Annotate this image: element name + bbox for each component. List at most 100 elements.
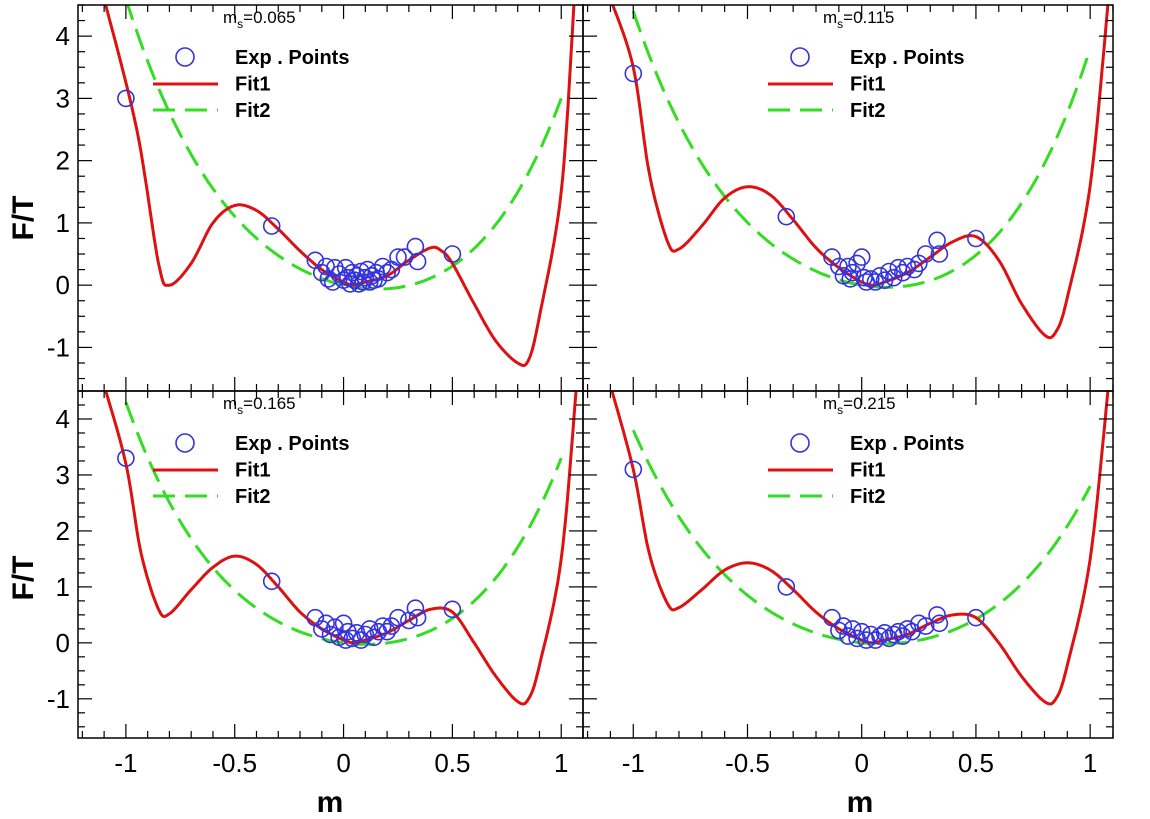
exp-point-2 [777, 578, 796, 596]
legend-label-2: Fit1 [235, 74, 271, 96]
y-tick-label-5: 3 [56, 83, 70, 113]
exp-point-2 [777, 207, 796, 226]
fit2-curve [126, 5, 563, 291]
panel-frame [582, 390, 1114, 739]
plot-area [104, 391, 578, 706]
panel-title: ms=0.165 [223, 394, 296, 417]
exp-point-15 [356, 625, 375, 644]
y-tick-label-1: -1 [47, 332, 70, 362]
exp-point-8 [843, 263, 862, 282]
legend-label-3: Fit2 [850, 100, 886, 122]
x-tick-label-4: 0.5 [958, 748, 994, 778]
legend-exp-marker [175, 433, 195, 453]
exp-point-7 [843, 620, 862, 638]
fit1-curve [104, 391, 578, 706]
panel-frame [582, 4, 1114, 392]
panel-title-sub: s [237, 17, 243, 31]
exp-point-16 [875, 271, 894, 290]
exp-point-3 [823, 248, 841, 266]
exp-point-23 [909, 254, 928, 273]
exp-point-13 [871, 627, 889, 645]
legend: Exp . Points Fit1 Fit2 [153, 47, 349, 122]
exp-point-31 [395, 248, 414, 266]
legend-label-1: Exp . Points [850, 433, 964, 455]
y-tick-label-3: 1 [56, 208, 70, 238]
exp-point-20 [356, 268, 375, 287]
legend-label-3: Fit2 [850, 486, 886, 508]
exp-point-18 [884, 268, 903, 287]
exp-point-5 [317, 257, 335, 276]
panel-2: ms=0.115 Exp . Points Fit1 Fit2 [582, 4, 1114, 392]
exp-point-34 [443, 245, 462, 263]
exp-point-2 [262, 217, 281, 235]
exp-point-26 [443, 600, 462, 619]
legend-exp-marker [790, 433, 810, 453]
fit2-curve [631, 429, 1092, 646]
legend-label-2: Fit1 [850, 460, 886, 482]
exp-point-32 [406, 237, 425, 256]
exp-point-4 [312, 620, 331, 638]
x-tick-label-3: 0 [854, 748, 868, 778]
exp-point-26 [369, 270, 388, 288]
legend-label-3: Fit2 [235, 100, 271, 122]
y-tick-label-1: -1 [47, 684, 70, 714]
panel-title: ms=0.065 [223, 8, 296, 31]
exp-point-24 [916, 245, 935, 263]
panel-title-sub: s [237, 403, 243, 417]
panel-title-value: =0.165 [243, 394, 295, 413]
exp-point-12 [343, 629, 362, 648]
exp-point-9 [330, 265, 349, 283]
panel-1: -1 0 1 2 3 4 ms=0.065 Exp . Points Fit1 Fit2 [47, 4, 584, 392]
x-axis-title-right: m [847, 786, 874, 819]
exp-point-10 [852, 248, 871, 266]
x-tick-label-3: 0 [336, 748, 350, 778]
exp-point-11 [861, 625, 880, 644]
exp-point-7 [326, 618, 344, 637]
exp-point-13 [861, 270, 880, 288]
exp-point-24 [930, 614, 949, 633]
exp-point-5 [834, 617, 853, 635]
fit2-curve [631, 10, 1092, 289]
panel-title-main: m [823, 394, 837, 413]
exp-point-22 [916, 617, 935, 635]
legend-label-2: Fit1 [850, 74, 886, 96]
exp-point-1 [624, 460, 643, 479]
exp-point-6 [839, 257, 857, 276]
x-tick-label-5: 1 [554, 748, 568, 778]
exp-point-2 [262, 572, 281, 591]
exp-point-9 [848, 254, 866, 273]
exp-point-17 [889, 622, 908, 641]
exp-point-9 [852, 622, 871, 641]
exp-point-5 [317, 614, 335, 633]
plot-area [610, 391, 1110, 706]
x-tick-label-4: 0.5 [434, 748, 470, 778]
exp-point-14 [875, 623, 894, 642]
exp-point-20 [378, 622, 396, 641]
legend-exp-marker [790, 47, 810, 67]
panel-title-sub: s [837, 17, 843, 31]
exp-point-16 [360, 620, 379, 638]
panel-title-main: m [823, 8, 837, 27]
exp-point-4 [830, 621, 848, 640]
fit2-curve [124, 401, 563, 646]
plot-area [104, 5, 576, 367]
exp-point-27 [373, 257, 392, 276]
panel-title-value: =0.115 [843, 8, 894, 27]
exp-point-33 [408, 252, 427, 271]
y-tick-label-6: 4 [56, 404, 70, 434]
exp-point-20 [893, 263, 912, 282]
panel-title-main: m [223, 8, 237, 27]
exp-point-1 [624, 64, 643, 83]
panel-title: ms=0.115 [823, 8, 894, 31]
x-tick-label-1: -1 [622, 748, 645, 778]
legend-exp-marker [175, 47, 195, 67]
legend: Exp . Points Fit1 Fit2 [153, 433, 349, 508]
legend-label-1: Exp . Points [235, 433, 349, 455]
x-tick-label-2: -0.5 [212, 748, 257, 778]
x-tick-label-5: 1 [1083, 748, 1097, 778]
y-tick-label-3: 1 [56, 572, 70, 602]
x-tick-label-1: -1 [114, 748, 137, 778]
exp-point-19 [373, 617, 392, 635]
exp-point-23 [928, 606, 946, 624]
